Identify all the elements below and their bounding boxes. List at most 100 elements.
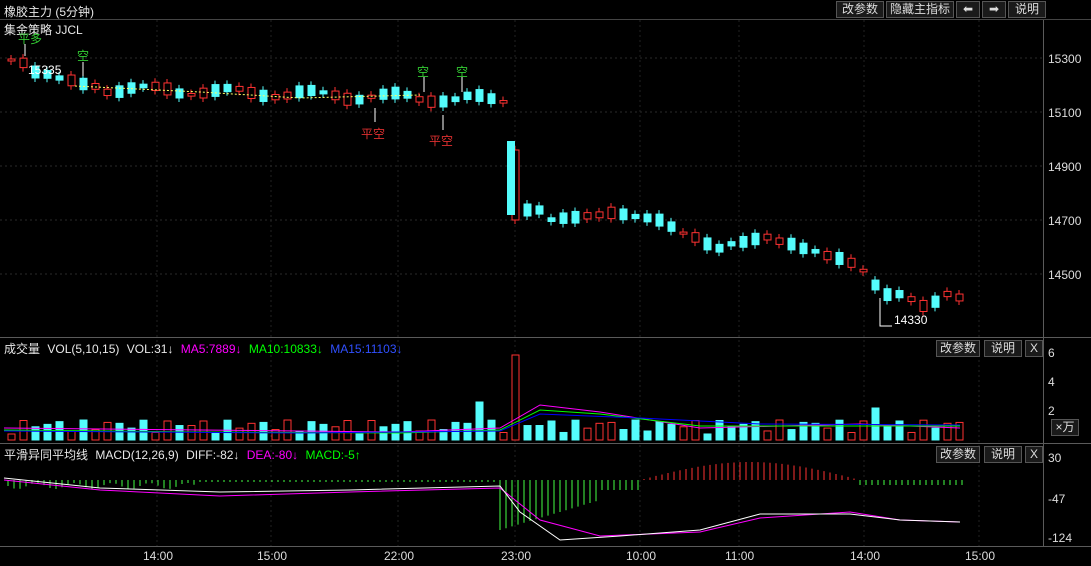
dea-value: DEA:-80↓ — [246, 448, 299, 462]
strategy-label: 集金策略 JJCL — [4, 23, 83, 37]
signal-short: 空 — [456, 65, 469, 79]
volume-bar — [247, 422, 256, 441]
volume-bar — [355, 433, 364, 441]
ma5-value: MA5:7889↓ — [180, 342, 242, 356]
volume-bar — [511, 354, 520, 441]
price-candle — [91, 82, 100, 90]
price-candle — [7, 58, 16, 62]
volume-bar — [739, 423, 748, 441]
volume-bar — [139, 419, 148, 441]
price-tick: 14500 — [1048, 268, 1082, 282]
price-candle — [247, 86, 256, 99]
ma-line — [74, 85, 421, 99]
volume-bar — [751, 421, 760, 441]
macd-close-icon[interactable]: X — [1025, 446, 1043, 463]
volume-bar — [799, 421, 808, 441]
price-tick: 15300 — [1048, 52, 1082, 66]
price-candle — [379, 88, 388, 100]
price-candle — [67, 74, 76, 87]
price-candle — [367, 94, 376, 99]
dea-line — [3, 479, 961, 537]
volume-bar — [127, 427, 136, 441]
volume-bar — [823, 427, 832, 441]
price-candle — [751, 232, 760, 246]
volume-bar — [595, 422, 604, 441]
volume-bar — [847, 432, 856, 441]
volume-bar — [79, 419, 88, 441]
price-candle — [211, 84, 220, 97]
price-candle — [859, 268, 868, 273]
price-candle — [643, 213, 652, 223]
price-candle — [715, 243, 724, 253]
price-candle — [31, 65, 40, 79]
price-tick: 14700 — [1048, 214, 1082, 228]
volume-help-button[interactable]: 说明 — [984, 340, 1022, 357]
volume-bar — [883, 425, 892, 441]
macd-tick: -47 — [1048, 492, 1066, 506]
help-button[interactable]: 说明 — [1008, 1, 1046, 18]
time-tick: 15:00 — [965, 549, 996, 563]
price-candle — [799, 242, 808, 255]
volume-tick: 6 — [1048, 346, 1055, 360]
volume-bar — [499, 432, 508, 441]
volume-bar — [571, 419, 580, 441]
price-candle — [523, 203, 532, 217]
price-candle — [463, 91, 472, 101]
volume-bar — [331, 426, 340, 441]
macd-change-params-button[interactable]: 改参数 — [936, 446, 980, 463]
macd-help-button[interactable]: 说明 — [984, 446, 1022, 463]
price-candle — [559, 212, 568, 224]
vol-ma5-line — [3, 404, 961, 433]
price-candle — [487, 93, 496, 105]
volume-bar — [211, 431, 220, 441]
volume-bar — [43, 423, 52, 441]
volume-change-params-button[interactable]: 改参数 — [936, 340, 980, 357]
price-candle — [595, 211, 604, 219]
price-candle — [943, 290, 952, 298]
macd-panel-header: 平滑异同平均线 MACD(12,26,9) DIFF:-82↓ DEA:-80↓… — [4, 446, 365, 463]
panel-separator — [0, 443, 1091, 444]
price-candle — [631, 213, 640, 220]
time-tick: 10:00 — [626, 549, 657, 563]
prev-arrow-icon[interactable]: ⬅ — [956, 1, 980, 18]
price-candle — [331, 90, 340, 101]
price-candle — [475, 89, 484, 102]
volume-bar — [283, 419, 292, 441]
time-tick: 11:00 — [725, 549, 755, 563]
hide-main-indicator-button[interactable]: 隐藏主指标 — [886, 1, 954, 18]
price-candle — [151, 81, 160, 91]
volume-bar — [763, 430, 772, 441]
price-candle — [415, 96, 424, 103]
price-candle — [283, 91, 292, 100]
price-candle — [403, 90, 412, 99]
ma15-value: MA15:11103↓ — [330, 342, 403, 356]
signal-close-short: 平空 — [361, 127, 386, 141]
volume-unit-label: ×万 — [1051, 419, 1079, 436]
volume-bar — [163, 420, 172, 441]
volume-bar — [91, 429, 100, 441]
time-tick: 15:00 — [257, 549, 288, 563]
change-params-button[interactable]: 改参数 — [836, 1, 884, 18]
price-candle — [763, 233, 772, 241]
volume-bar — [931, 427, 940, 441]
chart-canvas[interactable] — [0, 0, 1043, 546]
vol-value: VOL:31↓ — [126, 342, 174, 356]
price-candle — [55, 75, 64, 81]
volume-bar — [703, 433, 712, 441]
price-candle — [115, 85, 124, 98]
price-candle — [439, 95, 448, 108]
volume-indicator: VOL(5,10,15) — [47, 342, 120, 356]
price-candle — [175, 88, 184, 99]
next-arrow-icon[interactable]: ➡ — [982, 1, 1006, 18]
axis-divider — [1043, 20, 1044, 546]
time-axis-line — [0, 546, 1091, 547]
volume-close-icon[interactable]: X — [1025, 340, 1043, 357]
volume-bar — [343, 420, 352, 441]
low-marker — [879, 298, 892, 327]
price-candle — [823, 250, 832, 261]
price-candle — [883, 288, 892, 302]
macd-tick: -124 — [1048, 531, 1073, 545]
volume-bar — [871, 407, 880, 441]
price-candle — [739, 235, 748, 248]
price-candle — [319, 90, 328, 95]
